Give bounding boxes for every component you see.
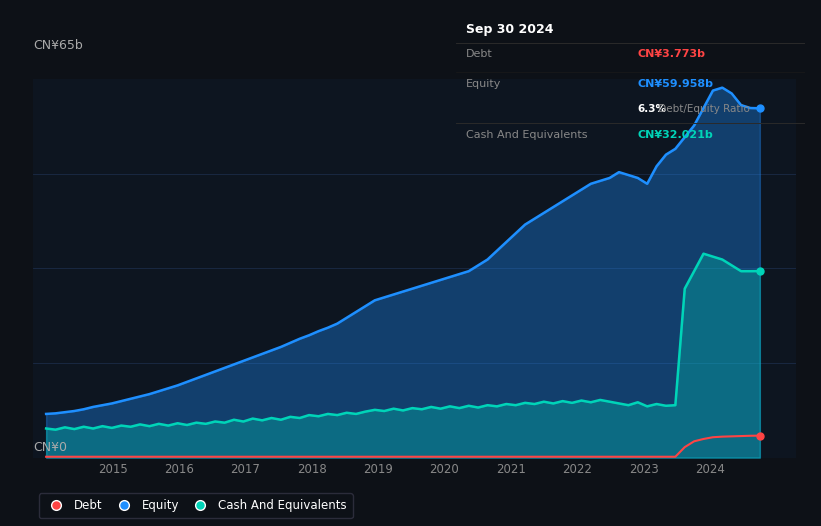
Text: Cash And Equivalents: Cash And Equivalents	[466, 130, 588, 140]
Text: 6.3%: 6.3%	[637, 104, 666, 114]
Legend: Debt, Equity, Cash And Equivalents: Debt, Equity, Cash And Equivalents	[39, 493, 353, 518]
Text: CN¥0: CN¥0	[33, 441, 67, 454]
Text: CN¥3.773b: CN¥3.773b	[637, 49, 705, 59]
Text: Sep 30 2024: Sep 30 2024	[466, 23, 553, 36]
Text: Debt: Debt	[466, 49, 493, 59]
Text: CN¥59.958b: CN¥59.958b	[637, 79, 713, 89]
Text: CN¥65b: CN¥65b	[33, 39, 83, 53]
Text: CN¥32.021b: CN¥32.021b	[637, 130, 713, 140]
Text: Equity: Equity	[466, 79, 502, 89]
Text: Debt/Equity Ratio: Debt/Equity Ratio	[654, 104, 750, 114]
